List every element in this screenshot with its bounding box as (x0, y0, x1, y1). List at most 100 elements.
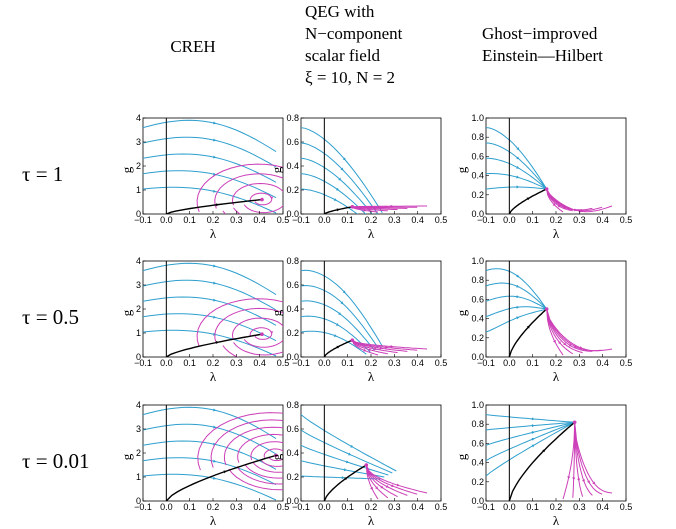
flow-arrow (396, 483, 400, 487)
flow-arrow (531, 444, 535, 448)
y-tick-label: 1 (136, 328, 141, 338)
y-tick-label: 0.0 (471, 496, 484, 506)
x-tick-label: 0.5 (620, 215, 633, 225)
uv-flow-line (143, 262, 277, 296)
y-tick-label: 0.2 (286, 328, 299, 338)
x-axis-label: λ (210, 369, 217, 384)
flow-arrow (335, 187, 340, 191)
flow-arrow (385, 484, 389, 488)
x-tick-label: 0.1 (526, 502, 539, 512)
uv-flow-line (486, 308, 547, 333)
ir-flow-line (263, 448, 283, 462)
y-tick-label: 1.0 (471, 256, 484, 266)
flow-arrow (563, 342, 567, 346)
y-tick-label: 0.4 (286, 161, 299, 171)
uv-flow-line (143, 136, 277, 168)
fixed-point-marker (260, 197, 264, 202)
x-tick-label: −0.1 (477, 358, 495, 368)
row-label: τ = 1 (22, 162, 63, 186)
x-tick-label: 0.5 (277, 502, 290, 512)
phase-portrait-panel: −0.1 0.0 0.1 0.2 0.3 0.4 0.50.00.20.40.60.8λg (269, 113, 447, 241)
uv-flow-line (143, 296, 277, 326)
x-tick-label: 0.5 (435, 358, 448, 368)
column-title-line: scalar field (305, 46, 381, 65)
fixed-point-marker (544, 307, 549, 311)
phase-portrait-panel: −0.1 0.0 0.1 0.2 0.3 0.4 0.50.00.20.40.60.81.0… (454, 256, 632, 384)
y-tick-label: 1 (136, 472, 141, 482)
flow-arrow (390, 344, 394, 349)
flow-arrow (213, 476, 217, 480)
x-tick-label: 0.1 (341, 502, 354, 512)
x-tick-label: −0.1 (134, 215, 152, 225)
x-axis-label: λ (210, 513, 217, 528)
x-tick-label: 0.2 (365, 215, 378, 225)
uv-flow-line (143, 119, 277, 153)
y-tick-label: 2 (136, 448, 141, 458)
x-tick-label: −0.1 (477, 215, 495, 225)
y-tick-label: 0.6 (286, 424, 299, 434)
x-tick-label: 0.5 (620, 358, 633, 368)
flow-arrow (516, 147, 520, 151)
flow-arrow (379, 346, 383, 350)
ir-flow-line (352, 205, 427, 208)
uv-flow-line (301, 444, 389, 476)
flow-arrow (340, 301, 344, 305)
flow-arrow (342, 157, 346, 161)
flow-arrow (390, 204, 394, 208)
ir-flow-line (352, 339, 418, 351)
y-tick-label: 0.8 (471, 275, 484, 285)
uv-flow-line (301, 330, 367, 355)
flow-arrow (341, 476, 345, 480)
ir-flow-line (574, 422, 613, 494)
flow-arrow (574, 344, 578, 348)
uv-flow-line (301, 157, 373, 214)
x-tick-label: 0.4 (253, 215, 266, 225)
uv-flow-line (486, 157, 548, 190)
column-title-line: CREH (170, 37, 215, 56)
y-tick-label: 0.8 (471, 132, 484, 142)
column-title-line: ξ = 10, N = 2 (305, 68, 395, 87)
y-tick-label: 3 (136, 280, 141, 290)
uv-flow-line (301, 127, 383, 214)
uv-flow-line (486, 186, 547, 190)
uv-flow-line (301, 188, 359, 214)
ir-flow-line (546, 308, 613, 352)
x-tick-label: 0.0 (503, 215, 516, 225)
y-axis-label: g (269, 166, 284, 173)
flow-arrow (582, 479, 585, 483)
row-label: τ = 0.5 (22, 305, 79, 329)
uv-flow-line (301, 429, 393, 474)
x-tick-label: 0.4 (596, 215, 609, 225)
x-tick-label: 0.4 (253, 502, 266, 512)
uv-flow-line (486, 282, 548, 310)
x-tick-label: 0.1 (341, 358, 354, 368)
x-tick-label: 0.2 (550, 502, 563, 512)
uv-flow-line (143, 329, 277, 357)
uv-flow-line (143, 423, 277, 455)
x-tick-label: 0.3 (573, 358, 586, 368)
fixed-point-marker (274, 453, 278, 458)
y-tick-label: 0.4 (471, 314, 484, 324)
uv-flow-line (486, 295, 547, 310)
flow-arrow (213, 121, 217, 125)
flow-arrow (592, 481, 596, 485)
flow-arrow (526, 197, 530, 201)
x-tick-label: 0.3 (230, 358, 243, 368)
ir-flow-line (223, 426, 283, 479)
flow-arrow (285, 197, 288, 200)
ir-flow-line (196, 298, 283, 357)
y-tick-label: 0.8 (471, 419, 484, 429)
flow-arrow (340, 167, 344, 171)
fixed-point-marker (350, 338, 355, 343)
flow-arrow (213, 408, 217, 412)
uv-flow-line (143, 440, 277, 470)
uv-flow-line (486, 173, 547, 190)
flow-arrow (557, 204, 562, 208)
fixed-point-marker (544, 187, 549, 191)
flow-arrow (579, 346, 583, 349)
uv-flow-line (143, 170, 277, 199)
x-tick-label: 0.1 (341, 215, 354, 225)
phase-portrait-panel: −0.1 0.0 0.1 0.2 0.3 0.4 0.50.00.20.40.60.81.0… (454, 400, 632, 528)
separatrix-line (508, 421, 576, 501)
x-tick-label: 0.1 (183, 215, 196, 225)
